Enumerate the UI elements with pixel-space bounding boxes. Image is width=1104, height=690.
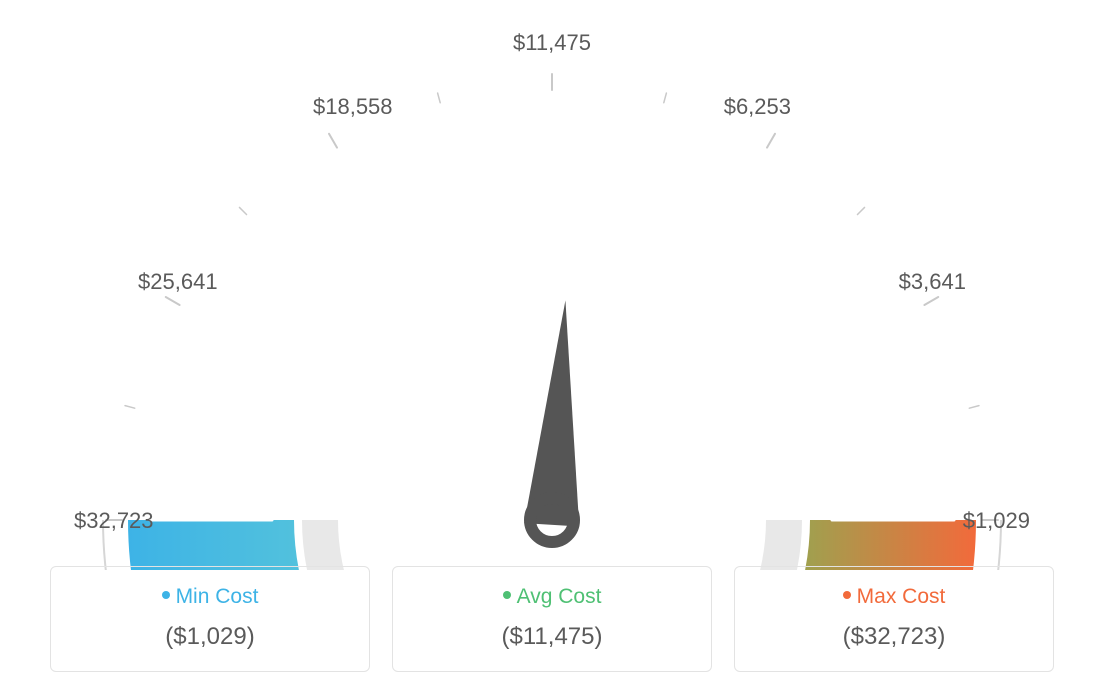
legend-title-text: Min Cost xyxy=(176,585,259,608)
legend-card-avg: Avg Cost ($11,475) xyxy=(392,566,712,672)
scale-label: $32,723 xyxy=(74,508,154,534)
legend-title-avg: Avg Cost xyxy=(403,585,701,609)
scale-label: $11,475 xyxy=(507,30,597,56)
dot-icon xyxy=(843,591,851,599)
legend-card-max: Max Cost ($32,723) xyxy=(734,566,1054,672)
gauge-chart: $1,029 $3,641 $6,253 $11,475 $18,558 $25,641 $… xyxy=(0,0,1104,540)
dot-icon xyxy=(162,591,170,599)
legend-value-max: ($32,723) xyxy=(745,623,1043,651)
legend-title-min: Min Cost xyxy=(61,585,359,609)
legend-title-max: Max Cost xyxy=(745,585,1043,609)
legend-row: Min Cost ($1,029) Avg Cost ($11,475) Max… xyxy=(0,566,1104,672)
scale-label: $6,253 xyxy=(701,94,791,120)
gauge-svg xyxy=(22,50,1082,570)
legend-value-avg: ($11,475) xyxy=(403,623,701,651)
legend-title-text: Avg Cost xyxy=(517,585,602,608)
scale-label: $3,641 xyxy=(876,269,966,295)
scale-label: $18,558 xyxy=(313,94,393,120)
legend-title-text: Max Cost xyxy=(857,585,946,608)
scale-label: $1,029 xyxy=(940,508,1030,534)
legend-value-min: ($1,029) xyxy=(61,623,359,651)
dot-icon xyxy=(503,591,511,599)
legend-card-min: Min Cost ($1,029) xyxy=(50,566,370,672)
scale-label: $25,641 xyxy=(138,269,218,295)
